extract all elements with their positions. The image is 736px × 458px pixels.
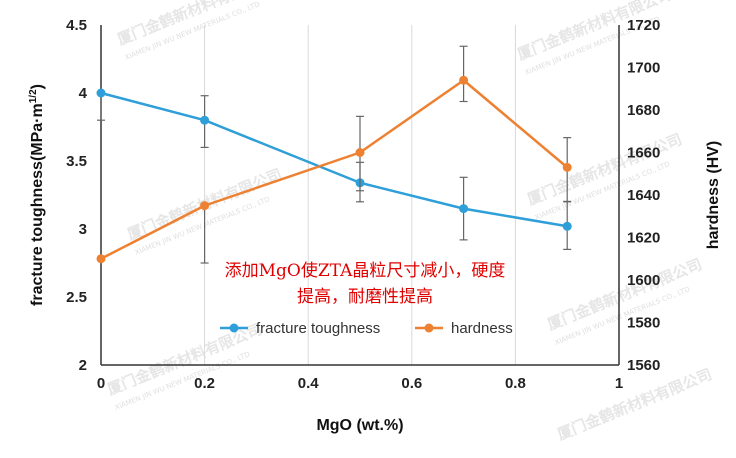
y-axis-left-title-main: fracture toughness(MPa·m [29,103,46,306]
series-line-hardness [100,79,569,260]
gridlines [204,25,516,365]
y-left-tick-label: 2 [79,357,87,374]
watermark-text: 厦门金鹤新材料有限公司 [555,365,715,444]
annotation-line-1: 添加MgO使ZTA晶粒尺寸减小，硬度 [225,260,506,281]
y-axis-left-title-close: ) [29,84,46,89]
y-right-tick-label: 1620 [627,230,660,247]
y-axis-left-title-exp: 1/2 [28,89,39,103]
axes [100,25,620,366]
legend-swatch-marker-fracture-toughness [229,323,239,333]
y-right-tick-label: 1680 [627,102,660,119]
y-left-tick-label: 3 [79,221,87,238]
x-axis-title: MgO (wt.%) [316,417,403,434]
data-point-fracture-toughness [200,115,210,125]
series-layer [96,45,572,264]
y-axis-right-title: hardness (HV) [705,141,722,249]
y-right-tick-label: 1600 [627,272,660,289]
x-tick-label: 1 [615,375,623,392]
y-left-tick-labels: 2 2.5 3 3.5 4 4.5 [66,17,88,374]
annotation-line-2: 提高，耐磨性提高 [297,287,433,307]
y-left-tick-label: 4.5 [66,17,87,34]
series-hardness [96,45,572,264]
y-right-tick-label: 1640 [627,187,660,204]
data-point-fracture-toughness [562,221,572,231]
series-line-fracture-toughness [100,91,568,228]
x-tick-label: 0.6 [401,375,422,392]
data-point-fracture-toughness [459,204,469,214]
x-tick-label: 0.4 [298,375,320,392]
legend-swatch-marker-hardness [424,323,434,333]
legend-label-hardness: hardness [451,320,513,337]
y-right-tick-label: 1660 [627,145,660,162]
y-right-tick-label: 1720 [627,17,660,34]
y-left-tick-label: 4 [79,85,88,102]
y-left-tick-label: 2.5 [66,289,87,306]
data-point-fracture-toughness [96,88,106,98]
y-right-tick-label: 1700 [627,60,660,77]
y-axis-left-title: fracture toughness(MPa·m1/2) [28,84,46,306]
y-right-tick-label: 1560 [627,357,660,374]
x-tick-label: 0.8 [505,375,526,392]
y-right-tick-label: 1580 [627,315,660,332]
x-tick-labels: 0 0.2 0.4 0.6 0.8 1 [97,375,623,392]
x-tick-label: 0.2 [194,375,215,392]
data-point-hardness [562,162,572,172]
y-right-tick-labels: 1560 1580 1600 1620 1640 1660 1680 1700 1720 [627,17,660,374]
data-point-hardness [96,254,106,264]
x-tick-label: 0 [97,375,105,392]
data-point-hardness [355,148,365,157]
data-point-hardness [459,75,469,85]
legend: fracture toughness hardness [220,320,513,337]
legend-label-fracture-toughness: fracture toughness [256,320,380,337]
data-point-hardness [200,201,210,211]
y-left-tick-label: 3.5 [66,153,87,170]
